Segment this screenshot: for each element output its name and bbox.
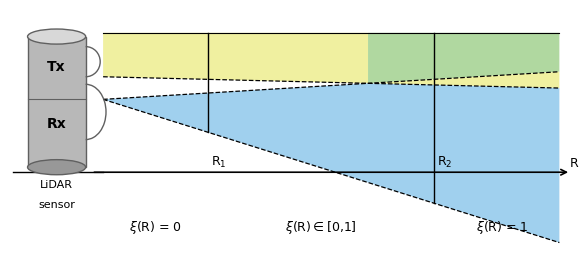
Text: Rx: Rx	[47, 118, 67, 132]
Text: LiDAR: LiDAR	[40, 180, 73, 190]
Text: Tx: Tx	[47, 60, 66, 74]
Polygon shape	[103, 83, 559, 243]
Text: sensor: sensor	[38, 200, 75, 210]
Text: $\xi$(R)$\in$[0,1]: $\xi$(R)$\in$[0,1]	[285, 219, 357, 236]
Polygon shape	[368, 72, 559, 88]
Ellipse shape	[27, 29, 86, 44]
Text: R$_2$: R$_2$	[437, 155, 453, 170]
Polygon shape	[27, 37, 86, 167]
Text: R: R	[569, 157, 578, 170]
Text: $\xi$(R) = 1: $\xi$(R) = 1	[477, 219, 529, 236]
Polygon shape	[103, 33, 368, 83]
Text: $\xi$(R) = 0: $\xi$(R) = 0	[129, 219, 182, 236]
Text: R$_1$: R$_1$	[211, 155, 226, 170]
Polygon shape	[368, 33, 559, 83]
Ellipse shape	[27, 160, 86, 175]
